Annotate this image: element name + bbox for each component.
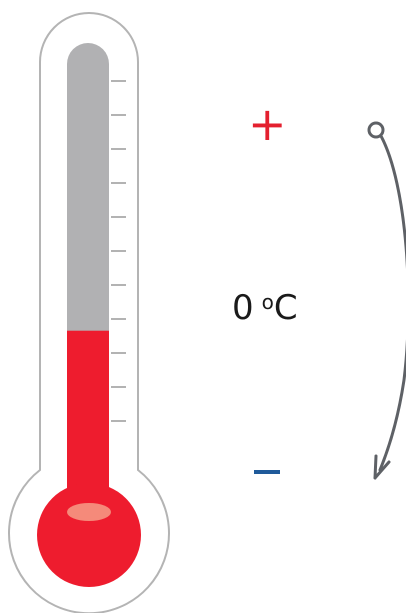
mercury-column xyxy=(67,330,109,507)
curved-arrow-down-icon xyxy=(367,121,406,480)
plus-sign: + xyxy=(248,97,287,151)
degree-symbol: o xyxy=(261,290,274,314)
bulb-highlight xyxy=(67,503,111,521)
temperature-value: 0 xyxy=(232,288,254,328)
thermometer-bulb xyxy=(37,483,141,587)
thermometer-tube xyxy=(67,43,109,420)
scale-ticks xyxy=(111,80,126,422)
minus-label: – xyxy=(254,470,255,471)
temperature-unit: C xyxy=(273,288,298,328)
minus-sign: – xyxy=(254,470,280,474)
temperature-readout: 0 oC xyxy=(232,288,298,332)
